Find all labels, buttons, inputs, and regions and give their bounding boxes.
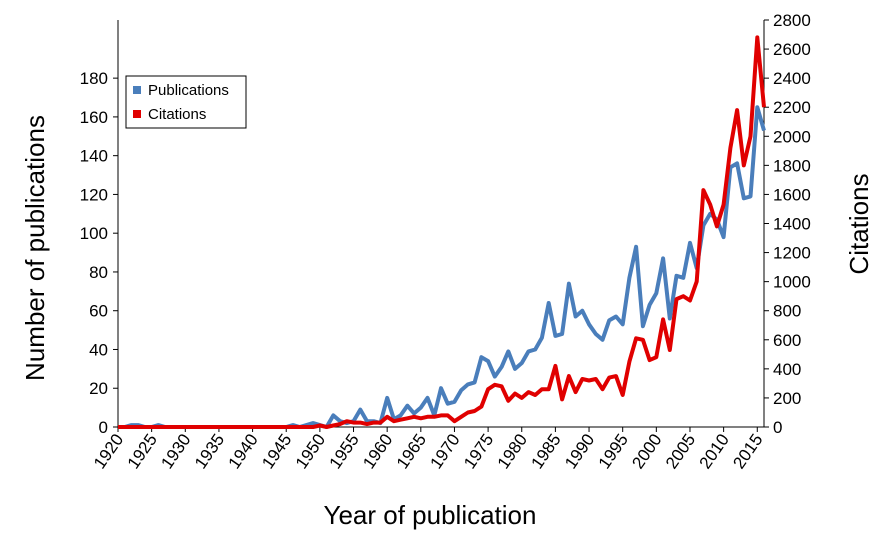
y-tick-label: 80 — [89, 263, 108, 282]
y2-tick-label: 2200 — [773, 98, 811, 117]
x-tick-label: 1965 — [393, 430, 430, 472]
y2-tick-label: 1400 — [773, 215, 811, 234]
series-line — [118, 35, 766, 429]
y-tick-label: 120 — [80, 185, 108, 204]
y2-tick-label: 1200 — [773, 244, 811, 263]
x-tick-label: 1985 — [527, 430, 564, 472]
y-tick-label: 180 — [80, 69, 108, 88]
x-tick-label: 1935 — [191, 430, 228, 472]
y2-tick-label: 1000 — [773, 273, 811, 292]
x-tick-label: 1975 — [460, 430, 497, 472]
y2-tick-label: 2000 — [773, 127, 811, 146]
y2-tick-label: 200 — [773, 389, 801, 408]
y2-tick-label: 400 — [773, 360, 801, 379]
y2-tick-label: 800 — [773, 302, 801, 321]
y-tick-label: 20 — [89, 379, 108, 398]
y2-tick-label: 2400 — [773, 69, 811, 88]
y2-tick-label: 2800 — [773, 11, 811, 30]
x-tick-label: 1920 — [90, 430, 127, 472]
x-tick-label: 1960 — [359, 430, 396, 472]
y2-tick-label: 1800 — [773, 156, 811, 175]
y2-tick-label: 2600 — [773, 40, 811, 59]
x-tick-label: 1930 — [157, 430, 194, 472]
y2-tick-label: 1600 — [773, 185, 811, 204]
y2-tick-label: 0 — [773, 418, 782, 437]
x-tick-label: 2000 — [628, 430, 665, 472]
x-tick-label: 1945 — [258, 430, 295, 472]
x-tick-label: 2015 — [729, 430, 766, 472]
y-tick-label: 60 — [89, 302, 108, 321]
x-tick-label: 1955 — [326, 430, 363, 472]
y-tick-label: 100 — [80, 224, 108, 243]
x-tick-label: 1995 — [595, 430, 632, 472]
x-tick-label: 2010 — [696, 430, 733, 472]
x-axis-title: Year of publication — [324, 500, 537, 530]
legend-swatch — [133, 86, 141, 94]
y-tick-label: 140 — [80, 147, 108, 166]
x-tick-label: 1970 — [426, 430, 463, 472]
legend: Publications Citations — [125, 75, 247, 129]
legend-box — [125, 75, 247, 129]
x-tick-label: 1950 — [292, 430, 329, 472]
legend-label: Citations — [148, 106, 206, 123]
x-tick-label: 1940 — [225, 430, 262, 472]
x-tick-label: 1990 — [561, 430, 598, 472]
x-tick-label: 1980 — [494, 430, 531, 472]
y-axis-title: Number of publications — [20, 115, 50, 381]
y2-tick-label: 600 — [773, 331, 801, 350]
x-tick-label: 2005 — [662, 430, 699, 472]
y-tick-label: 160 — [80, 108, 108, 127]
y2-axis-title: Citations — [844, 173, 874, 274]
legend-label: Publications — [148, 82, 229, 99]
series-line — [118, 105, 766, 429]
y-tick-label: 40 — [89, 340, 108, 359]
x-tick-label: 1925 — [124, 430, 161, 472]
legend-swatch — [133, 110, 141, 118]
y-tick-label: 0 — [99, 418, 108, 437]
